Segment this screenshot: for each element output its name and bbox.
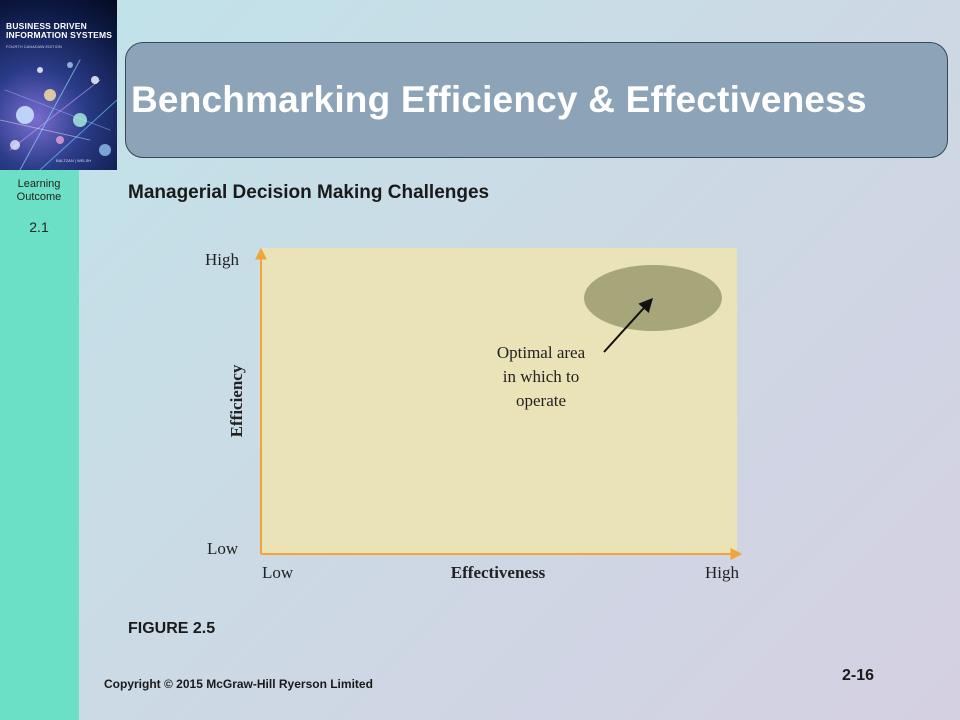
cover-authors: BALTZAN | WELSH (56, 158, 92, 163)
x-tick-low: Low (262, 563, 294, 582)
y-axis-label: Efficiency (227, 364, 246, 437)
slide-subtitle: Managerial Decision Making Challenges (128, 182, 490, 203)
annotation-line-2: in which to (503, 367, 580, 386)
figure-label: FIGURE 2.5 (128, 620, 216, 637)
cover-title: BUSINESS DRIVEN INFORMATION SYSTEMS (6, 21, 113, 40)
y-tick-high: High (205, 250, 240, 269)
title-bar: Benchmarking Efficiency & Effectiveness (125, 42, 948, 158)
book-cover: BUSINESS DRIVEN INFORMATION SYSTEMS FOUR… (0, 0, 117, 170)
annotation-line-3: operate (516, 391, 566, 410)
x-tick-high: High (705, 563, 740, 582)
annotation-line-1: Optimal area (497, 343, 586, 362)
learning-outcome-label: Learning Outcome (16, 178, 62, 203)
learning-outcome-number: 2.1 (29, 219, 49, 235)
cover-fiber-optic-image (0, 59, 117, 170)
x-axis-label: Effectiveness (451, 563, 546, 582)
optimal-region (584, 265, 722, 331)
annotation-arrow (603, 297, 653, 353)
y-tick-low: Low (207, 539, 239, 558)
slide-title: Benchmarking Efficiency & Effectiveness (131, 79, 867, 120)
copyright-notice: Copyright © 2015 McGraw-Hill Ryerson Lim… (104, 677, 373, 691)
cover-subtitle: FOURTH CANADIAN EDITION (6, 44, 62, 49)
page-number: 2-16 (842, 667, 875, 684)
